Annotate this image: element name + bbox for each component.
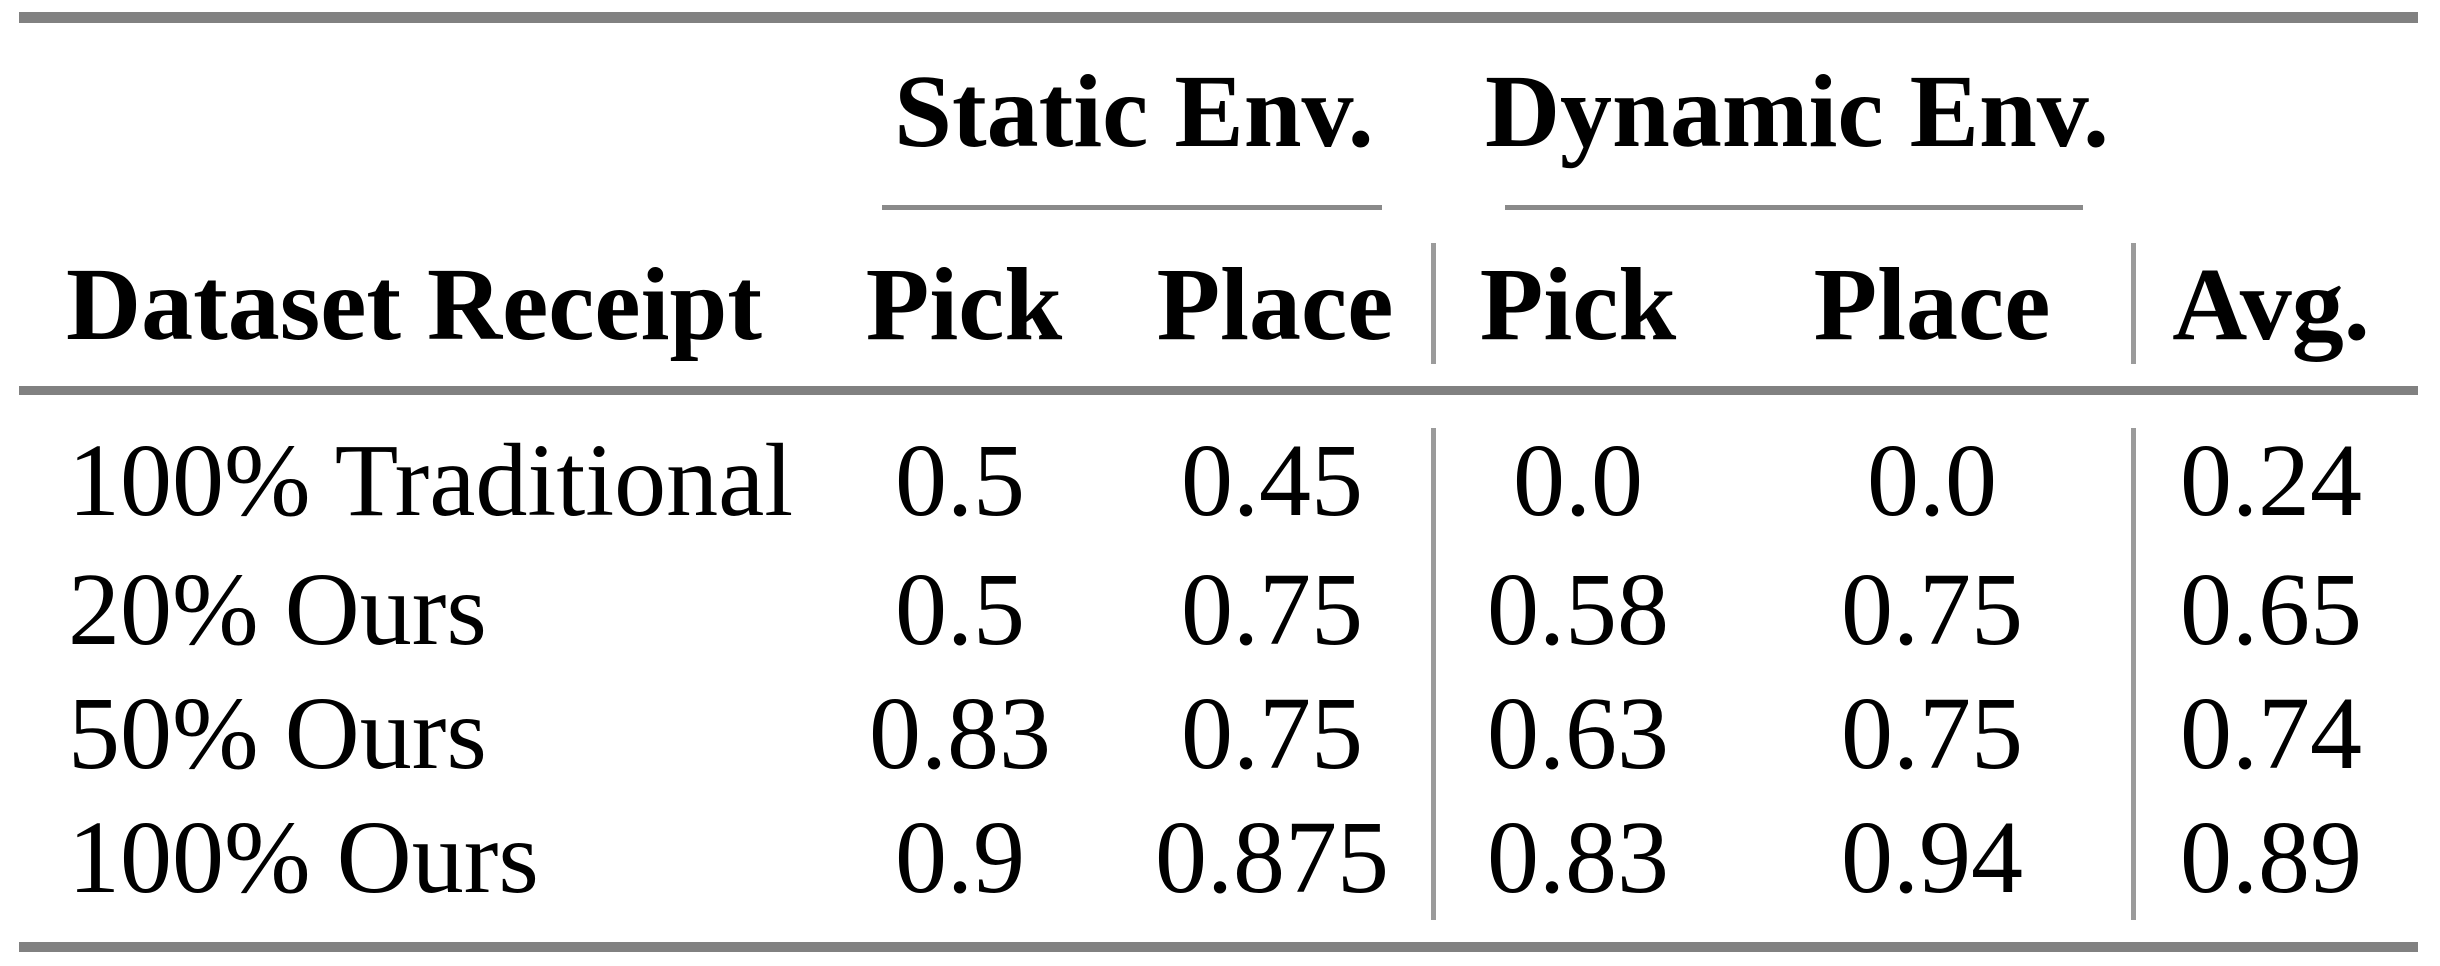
row-label: 20% Ours [68, 552, 487, 667]
table-cell: 0.75 [1841, 552, 2023, 667]
row-label: 100% Ours [68, 800, 539, 915]
bottom-rule [19, 942, 2418, 952]
table-cell: 0.24 [2180, 423, 2362, 538]
table-cell: 0.9 [895, 800, 1025, 915]
top-rule [19, 12, 2418, 23]
column-header-avg: Avg. [2172, 247, 2370, 362]
table-cell: 0.75 [1181, 552, 1363, 667]
divider-dynamic-avg-body [2131, 428, 2136, 920]
column-header-static-pick: Pick [865, 247, 1063, 362]
table-cell: 0.5 [895, 423, 1025, 538]
table-cell: 0.89 [2180, 800, 2362, 915]
column-header-dataset-receipt: Dataset Receipt [66, 247, 762, 362]
table-cell: 0.5 [895, 552, 1025, 667]
table-cell: 0.0 [1513, 423, 1643, 538]
table-cell: 0.83 [1487, 800, 1669, 915]
header-separator-rule [19, 386, 2418, 395]
table-cell: 0.58 [1487, 552, 1669, 667]
table-cell: 0.94 [1841, 800, 2023, 915]
table-cell: 0.75 [1181, 676, 1363, 791]
table-cell: 0.75 [1841, 676, 2023, 791]
table-cell: 0.74 [2180, 676, 2362, 791]
table-cell: 0.63 [1487, 676, 1669, 791]
table-cell: 0.45 [1181, 423, 1363, 538]
static-env-underline [882, 205, 1382, 210]
dynamic-env-underline [1505, 205, 2083, 210]
table-cell: 0.0 [1867, 423, 1997, 538]
column-header-dynamic-pick: Pick [1479, 247, 1677, 362]
column-header-dynamic-place: Place [1813, 247, 2051, 362]
divider-static-dynamic-header [1431, 243, 1436, 364]
divider-dynamic-avg-header [2131, 243, 2136, 364]
table-cell: 0.83 [869, 676, 1051, 791]
row-label: 50% Ours [68, 676, 487, 791]
divider-static-dynamic-body [1431, 428, 1436, 920]
table-cell: 0.65 [2180, 552, 2362, 667]
table-cell: 0.875 [1155, 800, 1389, 915]
row-label: 100% Traditional [68, 423, 794, 538]
group-header-dynamic-env: Dynamic Env. [1484, 54, 2110, 169]
group-header-static-env: Static Env. [894, 54, 1374, 169]
column-header-static-place: Place [1156, 247, 1394, 362]
